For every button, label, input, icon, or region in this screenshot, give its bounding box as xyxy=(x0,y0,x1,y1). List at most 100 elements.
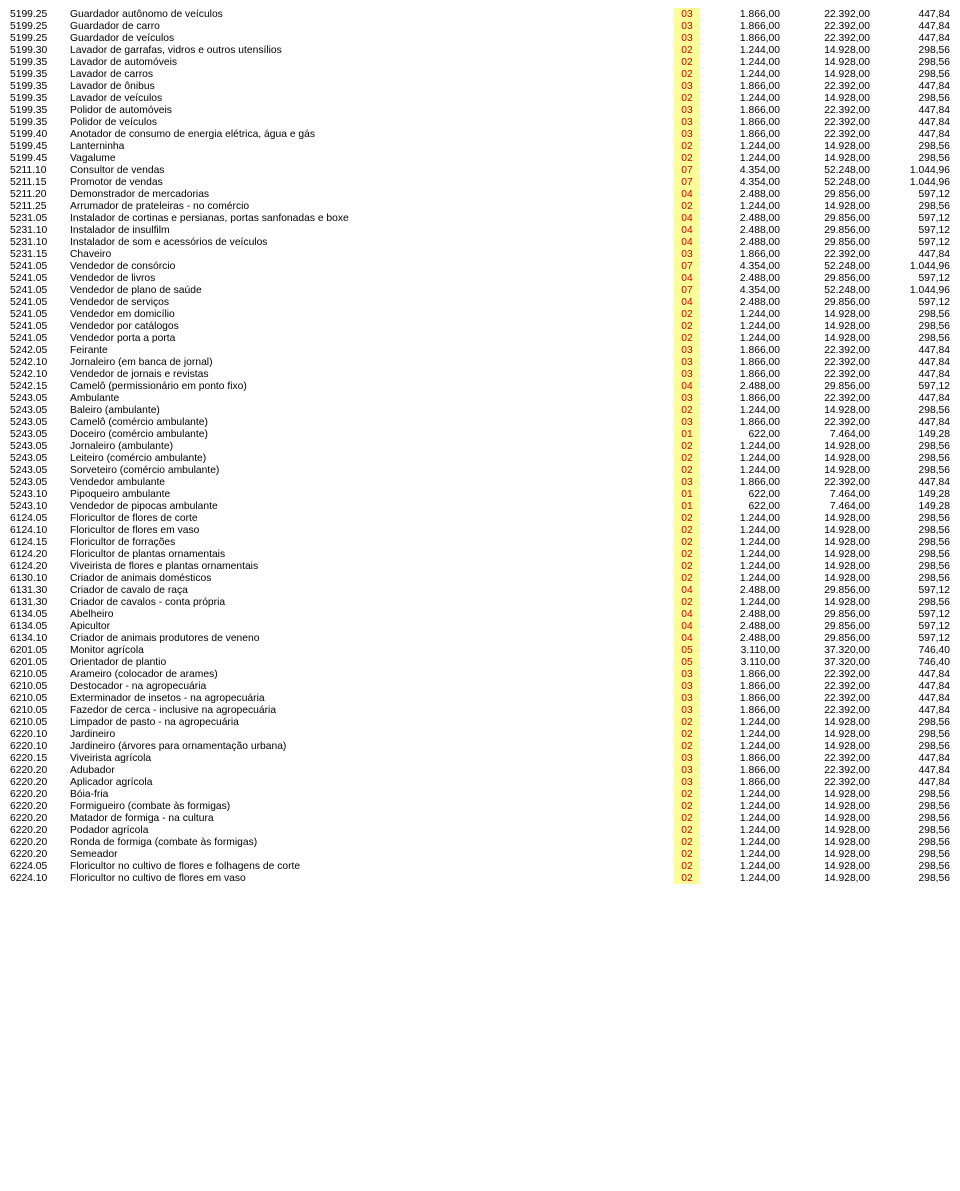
cell-value3: 298,56 xyxy=(870,320,950,332)
cell-value1: 2.488,00 xyxy=(700,236,780,248)
cell-code: 5231.10 xyxy=(10,236,70,248)
cell-code: 5199.30 xyxy=(10,44,70,56)
table-row: 5231.15Chaveiro031.866,0022.392,00447,84 xyxy=(10,248,950,260)
cell-description: Camelô (permissionário em ponto fixo) xyxy=(70,380,674,392)
cell-value1: 622,00 xyxy=(700,500,780,512)
table-row: 5243.05Sorveteiro (comércio ambulante)02… xyxy=(10,464,950,476)
cell-value3: 447,84 xyxy=(870,32,950,44)
table-row: 6124.05Floricultor de flores de corte021… xyxy=(10,512,950,524)
cell-value1: 1.244,00 xyxy=(700,464,780,476)
cell-value2: 14.928,00 xyxy=(780,200,870,212)
cell-value2: 14.928,00 xyxy=(780,452,870,464)
table-row: 6124.20Viveirista de flores e plantas or… xyxy=(10,560,950,572)
cell-ref: 03 xyxy=(674,80,700,92)
cell-value1: 1.866,00 xyxy=(700,248,780,260)
table-row: 5243.05Vendedor ambulante031.866,0022.39… xyxy=(10,476,950,488)
cell-value1: 1.244,00 xyxy=(700,56,780,68)
cell-ref: 02 xyxy=(674,548,700,560)
cell-value3: 298,56 xyxy=(870,200,950,212)
cell-value3: 597,12 xyxy=(870,272,950,284)
cell-value3: 298,56 xyxy=(870,716,950,728)
cell-description: Orientador de plantio xyxy=(70,656,674,668)
cell-value1: 2.488,00 xyxy=(700,272,780,284)
cell-ref: 02 xyxy=(674,800,700,812)
cell-ref: 02 xyxy=(674,200,700,212)
table-row: 6131.30Criador de cavalo de raça042.488,… xyxy=(10,584,950,596)
cell-value2: 7.464,00 xyxy=(780,500,870,512)
cell-value3: 746,40 xyxy=(870,644,950,656)
cell-value3: 298,56 xyxy=(870,848,950,860)
table-row: 6220.10Jardineiro021.244,0014.928,00298,… xyxy=(10,728,950,740)
cell-value1: 1.866,00 xyxy=(700,344,780,356)
cell-value1: 1.244,00 xyxy=(700,560,780,572)
cell-ref: 02 xyxy=(674,848,700,860)
cell-description: Guardador de carro xyxy=(70,20,674,32)
cell-value1: 1.244,00 xyxy=(700,404,780,416)
cell-value1: 1.244,00 xyxy=(700,452,780,464)
cell-value2: 22.392,00 xyxy=(780,20,870,32)
cell-description: Vendedor de plano de saúde xyxy=(70,284,674,296)
cell-value2: 14.928,00 xyxy=(780,332,870,344)
table-row: 5243.05Leiteiro (comércio ambulante)021.… xyxy=(10,452,950,464)
table-row: 5243.05Camelô (comércio ambulante)031.86… xyxy=(10,416,950,428)
cell-value3: 1.044,96 xyxy=(870,260,950,272)
cell-value3: 447,84 xyxy=(870,704,950,716)
cell-value1: 1.244,00 xyxy=(700,440,780,452)
cell-description: Limpador de pasto - na agropecuária xyxy=(70,716,674,728)
table-row: 5242.05Feirante031.866,0022.392,00447,84 xyxy=(10,344,950,356)
cell-code: 5243.10 xyxy=(10,488,70,500)
table-row: 6220.20Semeador021.244,0014.928,00298,56 xyxy=(10,848,950,860)
cell-description: Bóia-fria xyxy=(70,788,674,800)
cell-value2: 52.248,00 xyxy=(780,260,870,272)
cell-value1: 1.244,00 xyxy=(700,740,780,752)
table-row: 6220.20Ronda de formiga (combate às form… xyxy=(10,836,950,848)
cell-value1: 1.866,00 xyxy=(700,104,780,116)
cell-value3: 447,84 xyxy=(870,392,950,404)
table-row: 6134.05Apicultor042.488,0029.856,00597,1… xyxy=(10,620,950,632)
cell-value1: 1.866,00 xyxy=(700,392,780,404)
cell-code: 5241.05 xyxy=(10,332,70,344)
cell-value3: 298,56 xyxy=(870,536,950,548)
cell-ref: 03 xyxy=(674,476,700,488)
table-row: 6210.05Destocador - na agropecuária031.8… xyxy=(10,680,950,692)
cell-value3: 597,12 xyxy=(870,608,950,620)
table-row: 5199.45Lanterninha021.244,0014.928,00298… xyxy=(10,140,950,152)
cell-description: Lavador de ônibus xyxy=(70,80,674,92)
cell-ref: 02 xyxy=(674,824,700,836)
cell-code: 6124.05 xyxy=(10,512,70,524)
table-row: 5199.35Lavador de automóveis021.244,0014… xyxy=(10,56,950,68)
cell-ref: 03 xyxy=(674,368,700,380)
cell-value1: 1.244,00 xyxy=(700,716,780,728)
cell-code: 5241.05 xyxy=(10,320,70,332)
cell-value2: 14.928,00 xyxy=(780,92,870,104)
cell-code: 5199.25 xyxy=(10,32,70,44)
cell-description: Apicultor xyxy=(70,620,674,632)
cell-description: Instalador de cortinas e persianas, port… xyxy=(70,212,674,224)
table-row: 6134.05Abelheiro042.488,0029.856,00597,1… xyxy=(10,608,950,620)
cell-code: 5199.35 xyxy=(10,68,70,80)
cell-ref: 03 xyxy=(674,104,700,116)
cell-code: 5242.05 xyxy=(10,344,70,356)
cell-description: Instalador de insulfilm xyxy=(70,224,674,236)
cell-ref: 03 xyxy=(674,692,700,704)
cell-value3: 447,84 xyxy=(870,416,950,428)
cell-value1: 1.866,00 xyxy=(700,776,780,788)
cell-code: 6131.30 xyxy=(10,584,70,596)
cell-ref: 04 xyxy=(674,224,700,236)
cell-description: Jardineiro xyxy=(70,728,674,740)
cell-value2: 14.928,00 xyxy=(780,572,870,584)
cell-ref: 02 xyxy=(674,572,700,584)
table-row: 5199.40Anotador de consumo de energia el… xyxy=(10,128,950,140)
cell-ref: 03 xyxy=(674,248,700,260)
table-row: 6220.10Jardineiro (árvores para ornament… xyxy=(10,740,950,752)
cell-code: 6220.20 xyxy=(10,836,70,848)
cell-value3: 1.044,96 xyxy=(870,164,950,176)
table-row: 5231.10Instalador de insulfilm042.488,00… xyxy=(10,224,950,236)
cell-code: 5243.10 xyxy=(10,500,70,512)
cell-value1: 1.866,00 xyxy=(700,116,780,128)
cell-ref: 04 xyxy=(674,212,700,224)
cell-ref: 07 xyxy=(674,164,700,176)
table-row: 5242.10Jornaleiro (em banca de jornal)03… xyxy=(10,356,950,368)
cell-ref: 02 xyxy=(674,92,700,104)
cell-ref: 02 xyxy=(674,872,700,884)
